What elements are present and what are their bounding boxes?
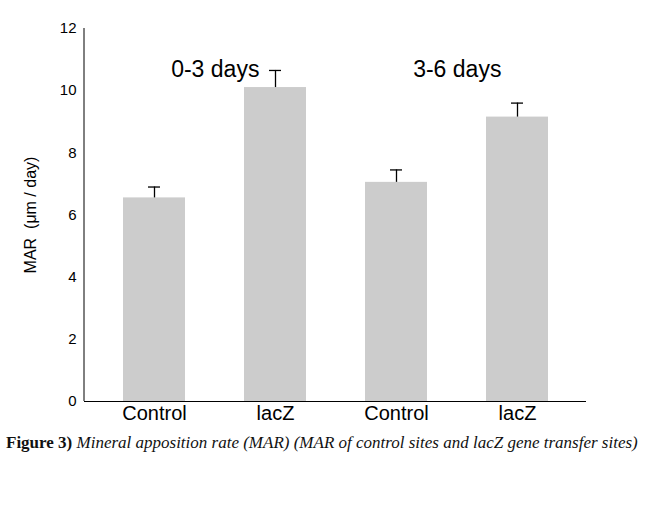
svg-text:0-3 days: 0-3 days	[171, 56, 259, 82]
svg-text:MAR (μm / day): MAR (μm / day)	[22, 157, 39, 274]
svg-text:2: 2	[68, 330, 76, 347]
svg-text:lacZ: lacZ	[499, 402, 537, 424]
svg-text:8: 8	[68, 144, 76, 161]
svg-text:3-6 days: 3-6 days	[413, 56, 501, 82]
svg-text:lacZ: lacZ	[257, 402, 295, 424]
svg-text:4: 4	[68, 268, 76, 285]
svg-text:6: 6	[68, 206, 76, 223]
svg-text:12: 12	[60, 19, 77, 36]
html-text:Figure 3) Mineral apposition r: Figure 3) Mineral apposition rate (MAR) …	[6, 433, 638, 452]
svg-text:Control: Control	[364, 402, 428, 424]
svg-text:0: 0	[68, 392, 76, 409]
svg-text:Control: Control	[122, 402, 186, 424]
svg-text:10: 10	[60, 81, 77, 98]
